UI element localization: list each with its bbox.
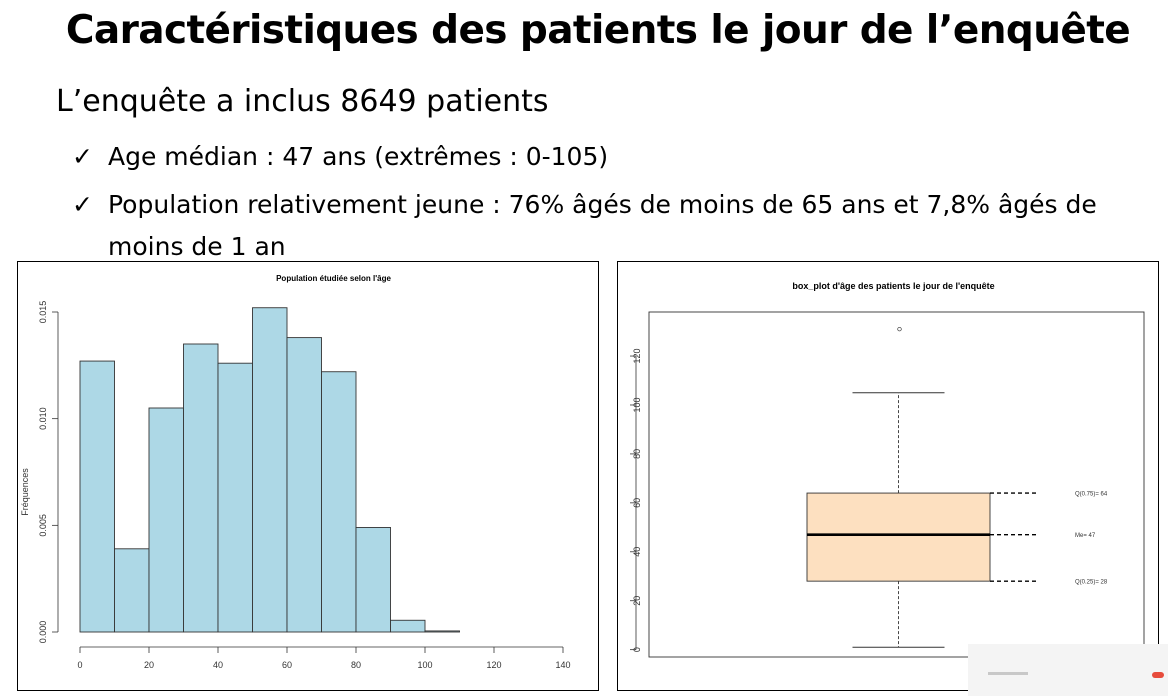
y-tick-label: 120 [632,349,642,364]
corner-overlay [968,644,1168,696]
bullet-text: Age médian : 47 ans (extrêmes : 0-105) [108,142,609,171]
boxplot-chart: box_plot d'âge des patients le jour de l… [630,281,1145,658]
y-tick-label: 0.005 [38,514,48,537]
bullet-text-block: Population relativement jeune : 76% âgés… [108,184,1097,268]
histogram-bar [424,630,460,633]
x-tick-label: 120 [486,660,501,670]
y-tick-label: 0.015 [38,301,48,324]
boxplot-title: box_plot d'âge des patients le jour de l… [792,281,994,291]
histogram-bar [148,407,184,633]
annotation-label: Q(0.25)= 28 [1075,580,1108,586]
annotation-label: Q(0.75)= 64 [1075,492,1108,498]
y-tick-label: 80 [632,449,642,459]
histogram-bar [390,619,426,633]
y-tick-label: 0.010 [38,407,48,430]
histogram-bar [183,343,219,633]
x-tick-label: 140 [555,660,570,670]
plot-frame [648,311,1145,658]
histogram-bar [355,527,391,633]
bullet-text-continued: moins de 1 an [108,232,286,261]
histogram-bar [252,307,288,633]
annotation-label: Me= 47 [1075,533,1096,539]
y-tick-label: 0 [632,647,642,652]
y-tick-label: 0.000 [38,621,48,644]
histogram-chart: Population étudiée selon l'âge 0 20 40 60 80 1… [20,274,571,670]
checkmark-icon: ✓ [72,142,93,171]
x-tick-label: 20 [144,660,154,670]
histogram-bar [79,360,115,633]
outlier-point [897,326,902,332]
iqr-box [806,492,991,582]
histogram-bar [286,337,322,633]
checkmark-icon: ✓ [72,190,93,219]
x-tick-label: 60 [282,660,292,670]
corner-red-mark [1152,672,1164,678]
histogram-panel: Population étudiée selon l'âge 0 20 40 60 80 1… [17,261,599,691]
y-tick-label: 100 [632,397,642,412]
histogram-title: Population étudiée selon l'âge [276,274,391,283]
y-axis-label: Fréquences [20,468,30,516]
y-tick-label: 60 [632,498,642,508]
x-tick-label: 40 [213,660,223,670]
lead-text: L’enquête a inclus 8649 patients [56,84,549,119]
corner-mark [988,672,1028,675]
y-tick-label: 20 [632,596,642,606]
histogram-bar [321,371,357,633]
bullet-text: Population relativement jeune : 76% âgés… [108,190,1097,219]
x-tick-label: 100 [417,660,432,670]
slide-title: Caractéristiques des patients le jour de… [65,8,1131,53]
histogram-bar [217,362,253,633]
y-tick-label: 40 [632,547,642,557]
histogram-bar [114,548,150,633]
x-tick-label: 0 [77,660,82,670]
x-tick-label: 80 [351,660,361,670]
boxplot-panel: box_plot d'âge des patients le jour de l… [617,261,1159,691]
